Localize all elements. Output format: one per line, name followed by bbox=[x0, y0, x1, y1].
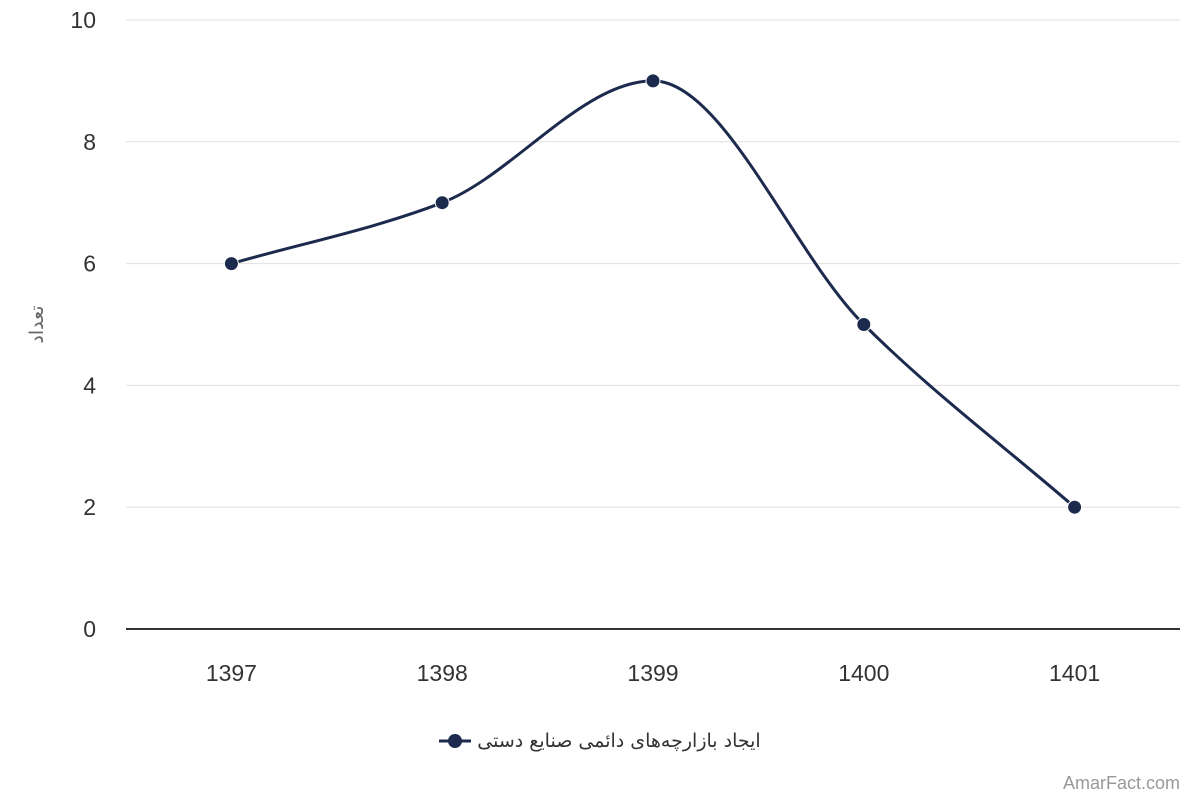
x-tick-label: 1400 bbox=[838, 660, 889, 686]
data-point bbox=[856, 317, 872, 332]
x-tick-label: 1401 bbox=[1049, 660, 1100, 686]
y-tick-label: 2 bbox=[83, 494, 96, 520]
series-group bbox=[223, 73, 1083, 515]
y-tick-label: 0 bbox=[83, 616, 96, 642]
legend-item[interactable]: ایجاد بازارچه‌های دائمی صنایع دستی bbox=[439, 730, 761, 752]
data-point bbox=[645, 73, 661, 89]
x-axis-ticks: 1397 1398 1399 1400 1401 bbox=[206, 660, 1100, 686]
grid-lines bbox=[126, 19, 1180, 630]
watermark: AmarFact.com bbox=[1062, 773, 1180, 793]
series-line bbox=[230, 79, 1076, 509]
line-chart: 0 2 4 6 8 10 1397 1398 1399 1400 1401 تعداد bbox=[26, 7, 1180, 686]
y-tick-label: 10 bbox=[70, 7, 96, 33]
y-tick-label: 8 bbox=[83, 129, 96, 155]
y-tick-label: 4 bbox=[83, 372, 96, 398]
x-tick-label: 1398 bbox=[417, 660, 468, 686]
y-tick-label: 6 bbox=[83, 251, 96, 277]
legend-label: ایجاد بازارچه‌های دائمی صنایع دستی bbox=[477, 730, 761, 752]
y-axis-ticks: 0 2 4 6 8 10 bbox=[70, 7, 96, 642]
data-point bbox=[223, 256, 239, 272]
x-tick-label: 1397 bbox=[206, 660, 257, 686]
legend-marker-icon bbox=[439, 734, 472, 748]
data-point bbox=[1067, 499, 1083, 515]
data-point bbox=[434, 195, 450, 211]
y-axis-label: تعداد bbox=[26, 305, 48, 343]
x-tick-label: 1399 bbox=[627, 660, 678, 686]
legend: ایجاد بازارچه‌های دائمی صنایع دستی bbox=[0, 724, 1200, 758]
